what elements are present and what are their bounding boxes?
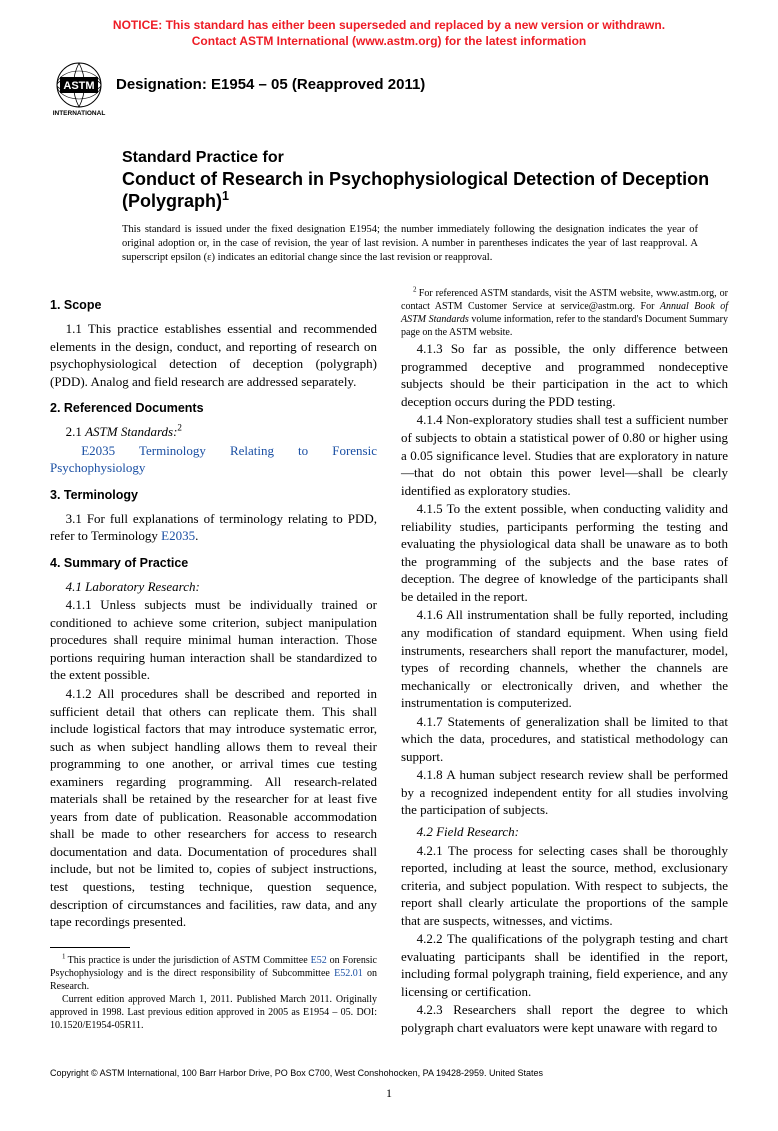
title-footnote-ref: 1: [222, 189, 229, 203]
ref-standard-line: E2035 Terminology Relating to Forensic P…: [50, 442, 377, 477]
para-2-1: 2.1 ASTM Standards:2: [50, 423, 377, 441]
para-2-1-sup: 2: [177, 423, 182, 433]
para-4-1-4: 4.1.4 Non-exploratory studies shall test…: [401, 411, 728, 499]
link-e2035-inline[interactable]: E2035: [161, 528, 195, 543]
para-4-1-5: 4.1.5 To the extent possible, when condu…: [401, 500, 728, 605]
section-4-head: 4. Summary of Practice: [50, 555, 377, 572]
para-4-1-3: 4.1.3 So far as possible, the only diffe…: [401, 340, 728, 410]
notice-line-2: Contact ASTM International (www.astm.org…: [192, 34, 586, 48]
link-e52-01[interactable]: E52.01: [334, 968, 363, 979]
subhead-4-2: 4.2 Field Research:: [401, 823, 728, 841]
link-e52[interactable]: E52: [311, 955, 327, 966]
title-main: Conduct of Research in Psychophysiologic…: [122, 168, 728, 213]
section-1-head: 1. Scope: [50, 297, 377, 314]
svg-text:ASTM: ASTM: [63, 80, 94, 92]
para-4-1-1: 4.1.1 Unless subjects must be individual…: [50, 596, 377, 684]
title-main-text: Conduct of Research in Psychophysiologic…: [122, 169, 709, 212]
astm-logo: ASTM INTERNATIONAL: [50, 61, 108, 124]
link-e2035-code: E2035: [81, 443, 115, 458]
footnote-1-p2: Current edition approved March 1, 2011. …: [50, 993, 377, 1032]
para-4-2-2: 4.2.2 The qualifications of the polygrap…: [401, 930, 728, 1000]
section-3-head: 3. Terminology: [50, 487, 377, 504]
copyright-line: Copyright © ASTM International, 100 Barr…: [50, 1067, 728, 1079]
para-4-2-3: 4.2.3 Researchers shall report the degre…: [401, 1001, 728, 1036]
para-1-1: 1.1 This practice establishes essential …: [50, 320, 377, 390]
subhead-4-1: 4.1 Laboratory Research:: [50, 578, 377, 596]
designation-line: Designation: E1954 – 05 (Reapproved 2011…: [116, 61, 425, 95]
title-kicker: Standard Practice for: [122, 148, 728, 168]
para-4-1-6: 4.1.6 All instrumentation shall be fully…: [401, 606, 728, 711]
body-columns: 1. Scope 1.1 This practice establishes e…: [50, 287, 728, 1036]
section-2-head: 2. Referenced Documents: [50, 400, 377, 417]
fn1-a: This practice is under the jurisdiction …: [68, 955, 311, 966]
link-e2035[interactable]: E2035 Terminology Relating to Forensic P…: [50, 443, 377, 476]
svg-text:INTERNATIONAL: INTERNATIONAL: [53, 110, 106, 117]
para-3-1-a: 3.1 For full explanations of terminology…: [50, 511, 377, 544]
para-2-1-prefix: 2.1: [66, 424, 86, 439]
title-block: Standard Practice for Conduct of Researc…: [122, 148, 728, 213]
notice-line-1: NOTICE: This standard has either been su…: [113, 18, 665, 32]
para-4-1-7: 4.1.7 Statements of generalization shall…: [401, 713, 728, 766]
para-4-1-2: 4.1.2 All procedures shall be described …: [50, 685, 377, 931]
notice-banner: NOTICE: This standard has either been su…: [50, 18, 728, 49]
page-number: 1: [50, 1085, 728, 1101]
para-4-2-1: 4.2.1 The process for selecting cases sh…: [401, 842, 728, 930]
para-2-1-label: ASTM Standards:: [85, 424, 177, 439]
para-3-1: 3.1 For full explanations of terminology…: [50, 510, 377, 545]
para-3-1-b: .: [195, 528, 198, 543]
issuance-note: This standard is issued under the fixed …: [122, 223, 698, 266]
document-header: ASTM INTERNATIONAL Designation: E1954 – …: [50, 61, 728, 124]
para-4-1-8: 4.1.8 A human subject research review sh…: [401, 766, 728, 819]
footnote-rule: [50, 947, 130, 948]
footnote-1: 1 This practice is under the jurisdictio…: [50, 954, 377, 993]
footnote-2: 2 For referenced ASTM standards, visit t…: [401, 287, 728, 339]
